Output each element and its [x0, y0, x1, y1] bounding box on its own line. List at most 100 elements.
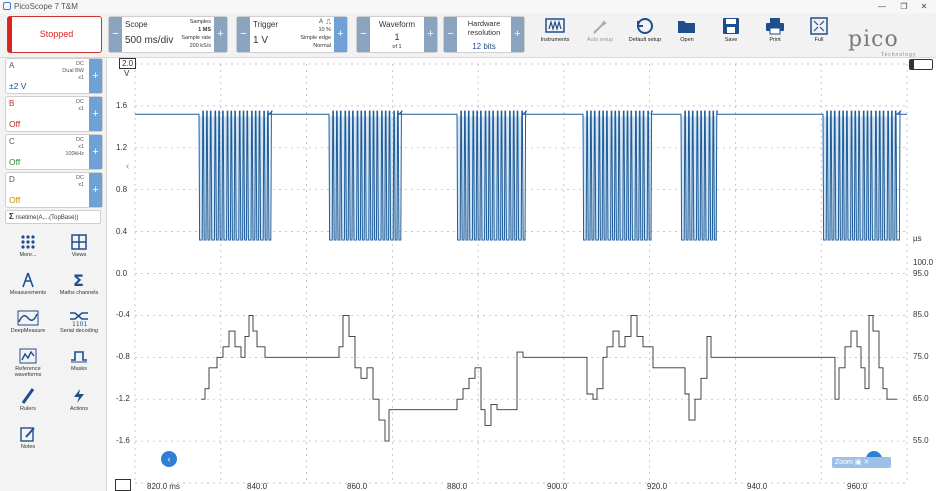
masks-tool[interactable]: Masks: [56, 348, 102, 372]
channel-d-panel[interactable]: D DC x1 Off +: [5, 172, 103, 208]
trigger-marker-icon[interactable]: ‹: [126, 161, 130, 172]
default-setup-button[interactable]: Default setup: [629, 17, 661, 43]
print-button[interactable]: Print: [760, 17, 790, 43]
channel-c-range[interactable]: Off: [9, 157, 21, 167]
start-stop-button[interactable]: Stopped: [7, 16, 102, 53]
x-tick: 920.0: [647, 482, 668, 491]
time-offset-handle[interactable]: [115, 479, 131, 491]
scope-group: − Scope 500 ms/div Samples 1 MS Sample r…: [108, 16, 228, 53]
measurement-chip-label: risetime(A,...(TopBase)): [15, 215, 79, 221]
channel-offset-handle[interactable]: [909, 59, 933, 70]
trigger-mode[interactable]: Normal: [313, 43, 331, 49]
deepmeasure-tool[interactable]: DeepMeasure: [5, 310, 51, 334]
timebase-increase-button[interactable]: +: [214, 17, 227, 52]
channel-a-waveform: [135, 110, 907, 241]
sample-rate-label: Sample rate: [181, 35, 211, 41]
printer-icon: [766, 18, 784, 35]
y-left-tick: 0.0: [116, 268, 128, 278]
channel-c-panel[interactable]: C DC x1 100kHz Off +: [5, 134, 103, 170]
scroll-left-button[interactable]: ‹: [161, 451, 177, 467]
window-title: PicoScope 7 T&M: [14, 2, 78, 11]
waveform-prev-button[interactable]: −: [357, 17, 370, 52]
timebase-value[interactable]: 500 ms/div: [125, 35, 174, 46]
y-left-tick: 1.2: [116, 142, 128, 152]
dots-grid-icon: [21, 235, 35, 249]
waveform-number[interactable]: 1: [394, 32, 400, 42]
measurement-chip[interactable]: Σ risetime(A,...(TopBase)): [5, 210, 101, 224]
views-tool[interactable]: Views: [56, 234, 102, 258]
resolution-increase-button[interactable]: +: [511, 17, 524, 52]
channel-d-range-increase[interactable]: +: [89, 173, 102, 207]
channel-a-range-increase[interactable]: +: [89, 59, 102, 93]
instruments-icon: [545, 18, 565, 33]
reference-waveforms-tool[interactable]: Reference waveforms: [5, 348, 51, 378]
burst-fill: [681, 116, 717, 239]
x-tick: 960.0: [847, 482, 868, 491]
actions-icon: [74, 389, 84, 403]
samples-value[interactable]: 1 MS: [198, 27, 211, 33]
channel-a-panel[interactable]: A DC Dual BW x1 ±2 V +: [5, 58, 103, 94]
save-label: Save: [724, 37, 738, 43]
maths-label: Maths channels: [59, 290, 99, 296]
x-tick: 900.0: [547, 482, 568, 491]
measurements-tool[interactable]: Measurements: [5, 272, 51, 296]
fullscreen-icon: [810, 17, 828, 35]
sigma-icon: Σ: [73, 272, 84, 288]
waveform-next-button[interactable]: +: [424, 17, 437, 52]
scope-view[interactable]: 2.01.61.20.80.40.0-0.4-0.8-1.2-1.6-2.0 1…: [107, 58, 936, 491]
trigger-channel: A: [318, 19, 323, 25]
instruments-button[interactable]: Instruments: [540, 17, 570, 43]
rising-edge-icon: ⎍: [326, 19, 331, 26]
y-left-tick: 1.6: [116, 100, 128, 110]
wand-icon: [593, 20, 607, 34]
x-tick: 940.0: [747, 482, 768, 491]
save-button[interactable]: Save: [716, 17, 746, 43]
serial-tool[interactable]: 1101 Serial decoding: [56, 310, 102, 334]
channel-b-range[interactable]: Off: [9, 119, 21, 129]
maths-tool[interactable]: Σ Maths channels: [56, 272, 102, 296]
trigger-level[interactable]: 1 V: [253, 35, 269, 46]
title-bar: PicoScope 7 T&M — ❐ ✕: [0, 0, 936, 13]
timebase-decrease-button[interactable]: −: [109, 17, 122, 52]
zoom-close-icon[interactable]: ✕: [863, 459, 870, 466]
channel-b-panel[interactable]: B DC x1 Off +: [5, 96, 103, 132]
notes-label: Notes: [20, 444, 36, 450]
y-left-tick: -0.8: [116, 352, 130, 362]
zoom-restore-icon[interactable]: ▣: [854, 459, 862, 466]
channel-c-coupling: DC: [76, 137, 84, 143]
stop-label: Stopped: [39, 29, 74, 39]
stop-indicator: [8, 17, 12, 52]
channel-d-range[interactable]: Off: [9, 195, 21, 205]
resolution-decrease-button[interactable]: −: [444, 17, 457, 52]
trigger-decrease-button[interactable]: −: [237, 17, 250, 52]
channel-a-range[interactable]: ±2 V: [9, 81, 27, 91]
trigger-increase-button[interactable]: +: [334, 17, 347, 52]
channel-c-bw: 100kHz: [65, 151, 84, 157]
reference-label: Reference waveforms: [14, 366, 42, 378]
minimize-button[interactable]: —: [878, 2, 886, 11]
auto-setup-button[interactable]: Auto setup: [585, 17, 615, 43]
rulers-label: Rulers: [20, 406, 36, 412]
channel-d-name: D: [9, 175, 15, 184]
close-button[interactable]: ✕: [920, 2, 928, 11]
resolution-value[interactable]: 12 bits: [472, 42, 496, 51]
channel-c-range-increase[interactable]: +: [89, 135, 102, 169]
open-button[interactable]: Open: [672, 17, 702, 43]
resolution-label: Hardware resolution: [467, 19, 501, 37]
measurements-label: Measurements: [9, 290, 47, 296]
fullscreen-button[interactable]: Full: [804, 17, 834, 43]
channel-b-range-increase[interactable]: +: [89, 97, 102, 131]
y-left-tick: 2.0: [119, 58, 137, 69]
more-tool[interactable]: More...: [5, 234, 51, 258]
scope-label: Scope: [125, 20, 148, 29]
notes-tool[interactable]: Notes: [5, 426, 51, 450]
x-tick: 860.0: [347, 482, 368, 491]
x-tick: 820.0 ms: [147, 482, 180, 491]
print-label: Print: [769, 37, 781, 43]
actions-tool[interactable]: Actions: [56, 388, 102, 412]
trigger-type[interactable]: Simple edge: [300, 35, 331, 41]
zoom-overview[interactable]: Zoom ▣ ✕: [832, 457, 891, 468]
default-setup-label: Default setup: [628, 37, 662, 43]
rulers-tool[interactable]: Rulers: [5, 388, 51, 412]
maximize-button[interactable]: ❐: [900, 2, 908, 11]
